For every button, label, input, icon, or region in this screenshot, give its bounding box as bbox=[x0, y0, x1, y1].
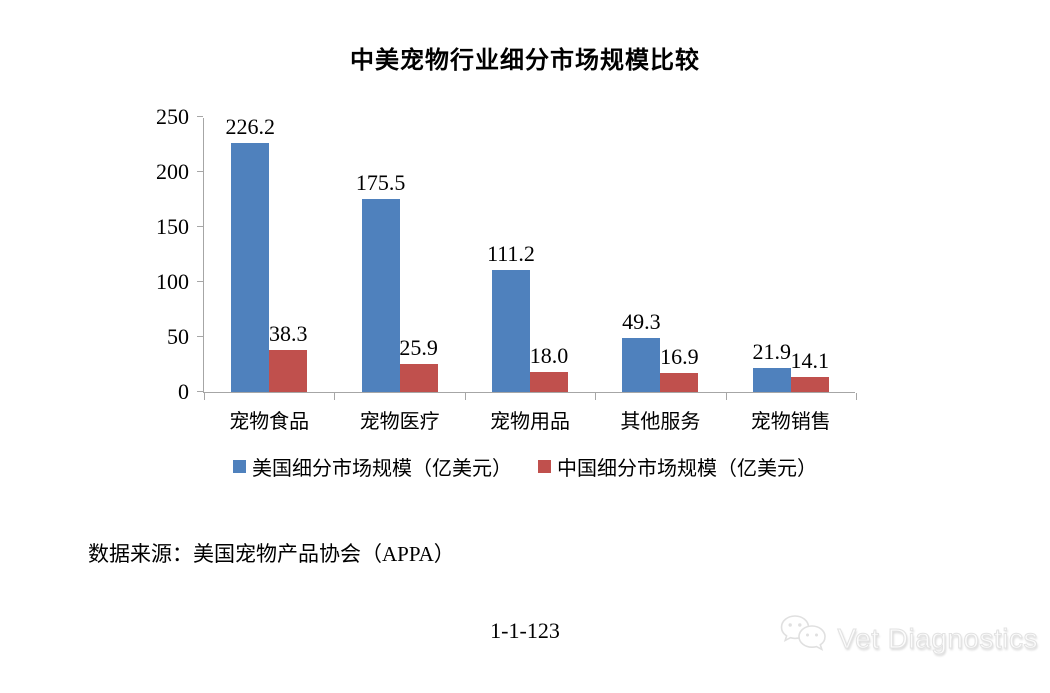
y-axis-label: 150 bbox=[156, 214, 189, 239]
x-axis-tick bbox=[204, 393, 205, 400]
bar-value-label: 175.5 bbox=[355, 169, 406, 195]
legend-swatch bbox=[538, 460, 551, 473]
y-axis-label: 50 bbox=[167, 324, 189, 349]
x-axis-tick bbox=[464, 393, 466, 400]
x-axis-tick bbox=[725, 393, 727, 400]
legend-item-us: 美国细分市场规模（亿美元） bbox=[233, 452, 512, 481]
category-label: 宠物销售 bbox=[750, 411, 831, 433]
bar-us-宠物食品 bbox=[231, 143, 270, 392]
y-axis-tick bbox=[197, 171, 203, 172]
bar-china-宠物医疗 bbox=[399, 363, 438, 392]
bar-value-label: 49.3 bbox=[622, 308, 661, 334]
y-axis-tick bbox=[197, 281, 203, 282]
source-note: 数据来源：美国宠物产品协会（APPA） bbox=[88, 542, 455, 566]
bar-value-label: 18.0 bbox=[529, 343, 569, 369]
bar-us-宠物销售 bbox=[752, 367, 791, 392]
category-label: 宠物医疗 bbox=[359, 411, 440, 433]
legend-item-china: 中国细分市场规模（亿美元） bbox=[538, 452, 817, 481]
plot-area: 0 50 100 150 200 250 226.2 38.3 宠物食品 175.5 25.9 宠物医… bbox=[156, 106, 857, 433]
legend-label: 中国细分市场规模（亿美元） bbox=[557, 458, 817, 480]
x-axis-tick bbox=[856, 393, 857, 400]
bar-us-宠物医疗 bbox=[361, 198, 400, 392]
bar-china-宠物用品 bbox=[530, 372, 568, 392]
bar-value-label: 14.1 bbox=[790, 347, 830, 373]
y-axis-tick bbox=[197, 226, 203, 227]
bar-china-宠物食品 bbox=[269, 349, 308, 392]
category-label: 宠物食品 bbox=[229, 411, 310, 433]
bar-value-label: 226.2 bbox=[225, 114, 275, 140]
watermark: Vet Diagnostics bbox=[778, 612, 1038, 665]
bar-china-宠物销售 bbox=[790, 376, 829, 392]
y-axis-label: 100 bbox=[156, 269, 189, 294]
bar-value-label: 16.9 bbox=[660, 344, 699, 370]
y-axis-tick bbox=[197, 116, 203, 117]
bar-value-label: 21.9 bbox=[752, 338, 792, 364]
x-axis-tick bbox=[595, 393, 597, 400]
y-axis-tick bbox=[197, 336, 203, 337]
legend-swatch bbox=[233, 460, 246, 473]
y-axis-label: 0 bbox=[178, 379, 189, 404]
bar-us-其他服务 bbox=[622, 337, 661, 392]
y-axis-tick bbox=[197, 391, 203, 392]
chart-legend: 美国细分市场规模（亿美元） 中国细分市场规模（亿美元） bbox=[0, 452, 1050, 481]
category-label: 其他服务 bbox=[620, 411, 701, 433]
y-axis-label: 250 bbox=[156, 104, 189, 129]
page-number: 1-1-123 bbox=[490, 618, 560, 643]
x-axis-tick bbox=[334, 393, 336, 400]
wechat-icon bbox=[778, 612, 830, 665]
chart-title: 中美宠物行业细分市场规模比较 bbox=[350, 48, 700, 74]
bar-value-label: 38.3 bbox=[268, 320, 308, 346]
legend-label: 美国细分市场规模（亿美元） bbox=[252, 458, 512, 480]
category-label: 宠物用品 bbox=[489, 411, 570, 433]
bar-value-label: 25.9 bbox=[399, 334, 438, 360]
bar-china-其他服务 bbox=[660, 373, 699, 392]
bar-value-label: 111.2 bbox=[487, 240, 535, 266]
bar-us-宠物用品 bbox=[492, 269, 530, 392]
y-axis-label: 200 bbox=[156, 159, 189, 184]
watermark-text: Vet Diagnostics bbox=[837, 622, 1038, 654]
